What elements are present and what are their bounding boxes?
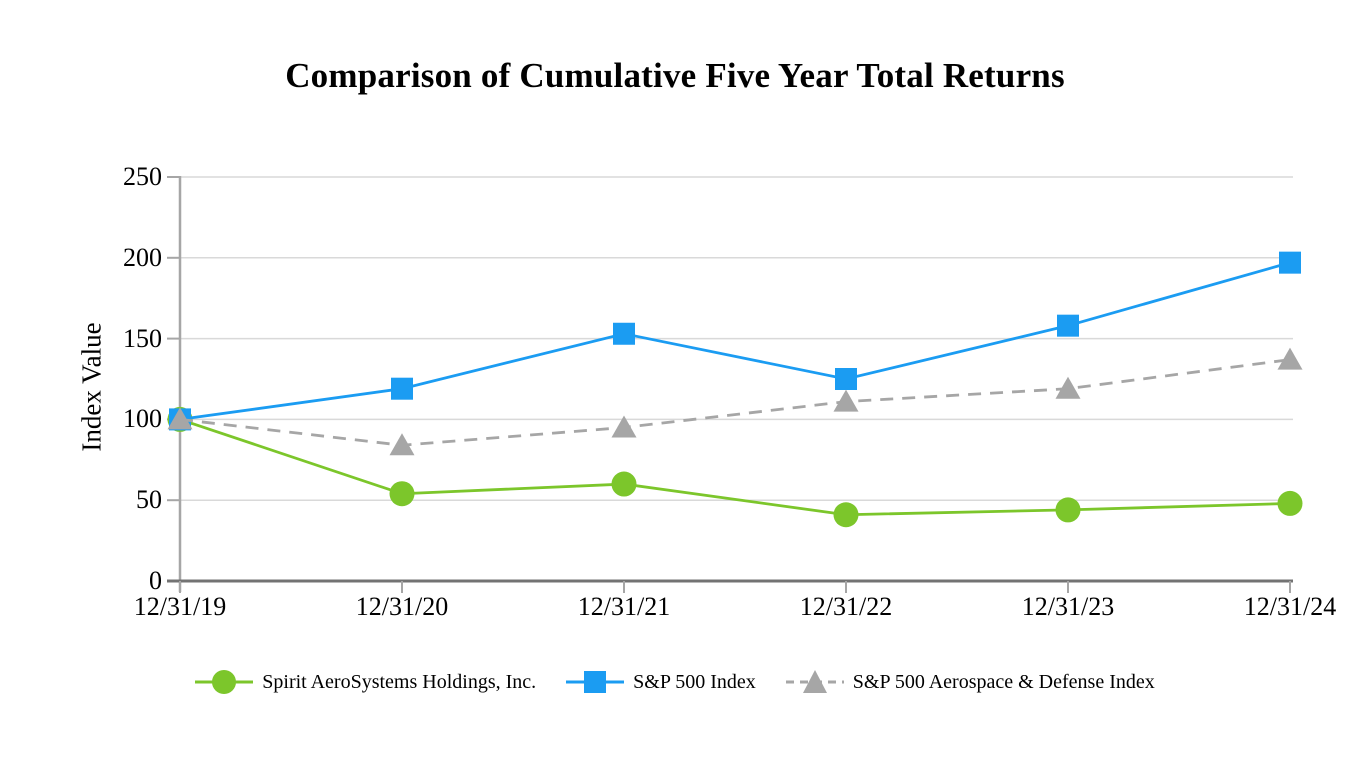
y-tick-label: 0 [149, 566, 162, 595]
circle-legend-marker-icon [195, 670, 254, 694]
data-point-circle [1055, 497, 1081, 523]
series-line [179, 358, 1291, 447]
y-tick-label: 150 [123, 323, 162, 353]
legend-square-icon [584, 671, 607, 693]
data-point-circle [833, 502, 859, 528]
x-tick-label: 12/31/22 [799, 592, 893, 621]
data-point-triangle [833, 389, 859, 412]
data-point-square [1057, 314, 1079, 337]
data-point-triangle [1055, 376, 1081, 399]
data-point-square [835, 368, 857, 390]
legend-label-aerospace-defense: S&P 500 Aerospace & Defense Index [852, 670, 1155, 693]
data-point-triangle [1277, 347, 1303, 370]
x-tick-label: 12/31/20 [355, 592, 449, 621]
legend-triangle-icon [802, 670, 827, 693]
data-point-circle [611, 471, 637, 497]
y-tick-label: 100 [123, 404, 162, 434]
data-point-triangle [389, 433, 415, 456]
legend-item-sp500-aerospace-defense: S&P 500 Aerospace & Defense Index [785, 668, 1155, 696]
square-legend-marker-icon [566, 671, 625, 693]
triangle-legend-marker-icon [785, 670, 844, 693]
x-tick-label: 12/31/19 [133, 592, 227, 621]
data-point-square [1279, 251, 1301, 274]
data-point-triangle [611, 415, 637, 438]
series-line [179, 418, 1291, 517]
legend-swatch-aerospace-defense [785, 668, 844, 696]
legend-item-spirit-aerosystems: Spirit AeroSystems Holdings, Inc. [195, 668, 536, 696]
x-tick-label: 12/31/23 [1021, 592, 1115, 621]
data-point-square [613, 322, 635, 345]
y-tick-label: 250 [123, 162, 162, 191]
legend-circle-icon [212, 670, 237, 694]
series-line [179, 261, 1291, 421]
x-tick-label: 12/31/21 [577, 592, 671, 621]
data-point-square [391, 377, 413, 400]
legend-label-spirit: Spirit AeroSystems Holdings, Inc. [262, 670, 537, 693]
y-tick-label: 200 [123, 242, 162, 272]
legend: Spirit AeroSystems Holdings, Inc. S&P 50… [0, 662, 1350, 702]
data-point-triangle [167, 407, 193, 430]
legend-item-sp500: S&P 500 Index [566, 668, 756, 696]
legend-swatch-spirit [195, 668, 254, 696]
chart-title: Comparison of Cumulative Five Year Total… [285, 56, 1065, 95]
legend-swatch-sp500 [566, 668, 625, 696]
data-point-circle [389, 481, 415, 507]
y-tick-label: 50 [136, 485, 162, 515]
legend-label-sp500: S&P 500 Index [633, 670, 756, 693]
x-tick-label: 12/31/24 [1243, 592, 1337, 621]
data-point-circle [1277, 490, 1303, 516]
